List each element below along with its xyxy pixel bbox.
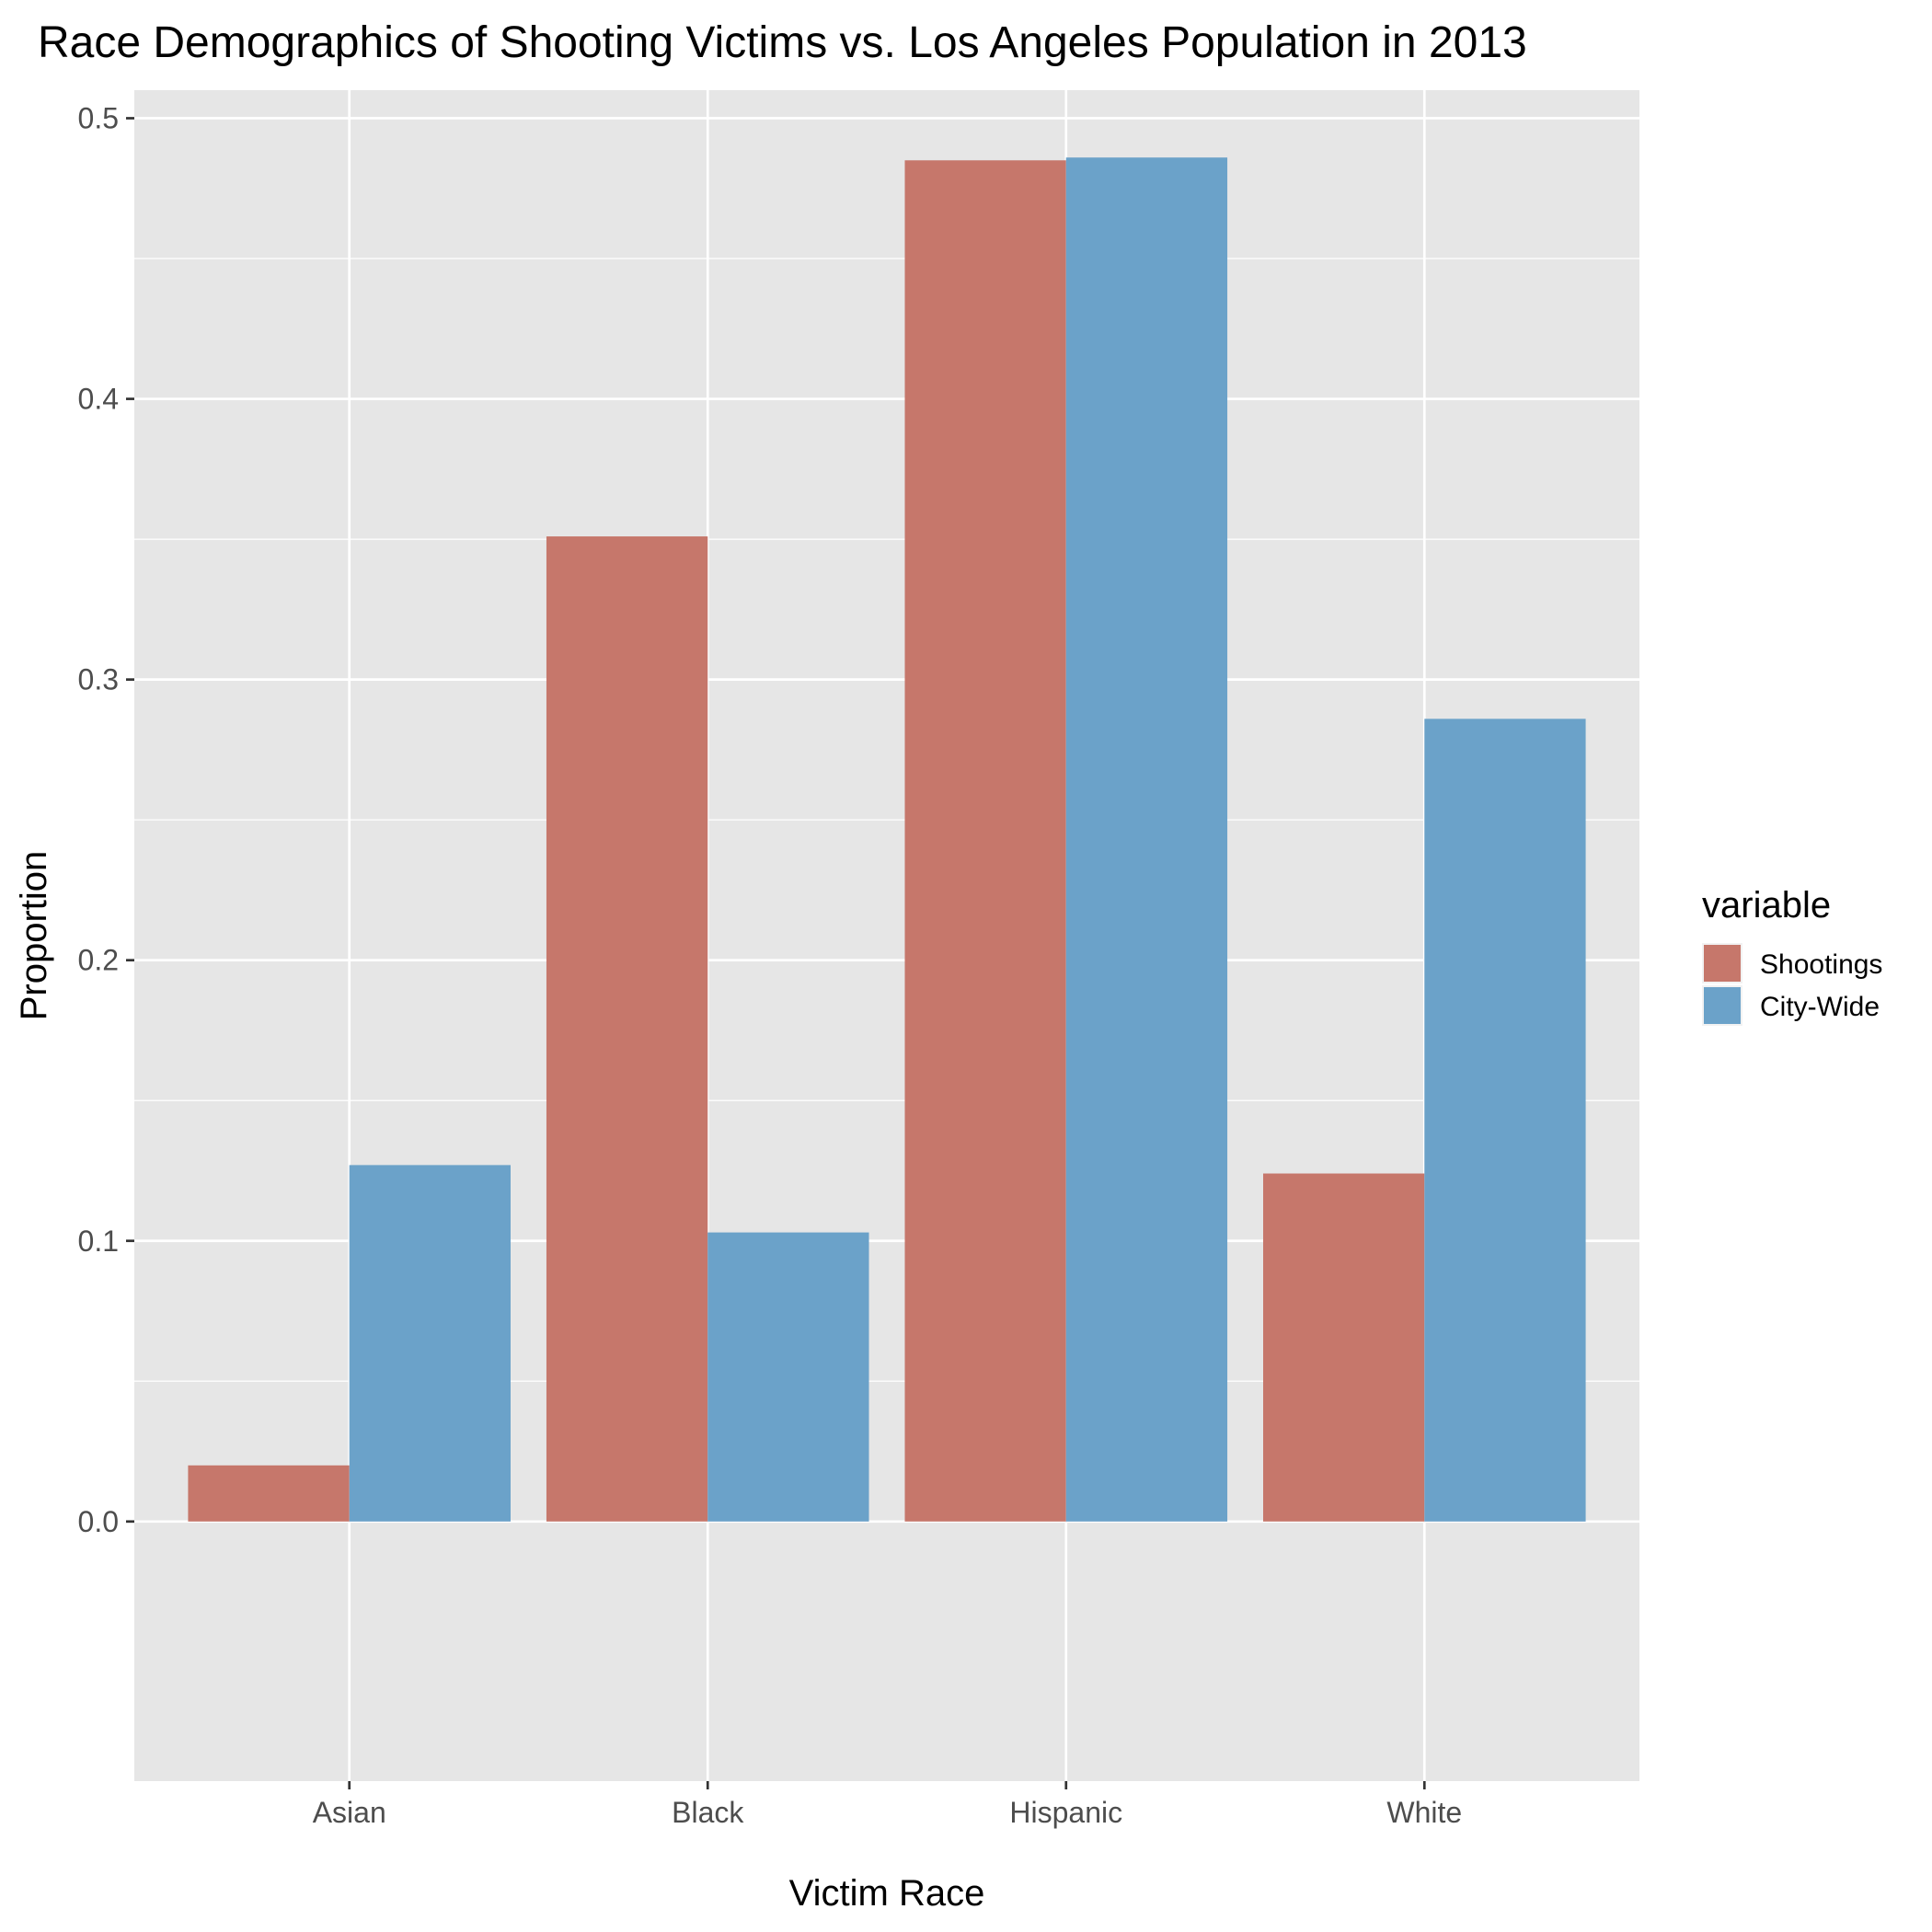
bar-black-shootings (546, 536, 708, 1522)
x-tick-label: Black (672, 1796, 744, 1829)
y-tick-label: 0.0 (78, 1505, 119, 1538)
x-tick-label: Asian (313, 1796, 386, 1829)
bar-white-city-wide (1424, 719, 1586, 1522)
bar-asian-shootings (188, 1465, 350, 1522)
y-tick-label: 0.5 (78, 102, 119, 135)
x-tick-label: Hispanic (1009, 1796, 1122, 1829)
y-axis-title: Proportion (14, 851, 54, 1021)
y-axis: 0.0 0.1 0.2 0.3 0.4 0.5 (78, 102, 134, 1538)
chart-title: Race Demographics of Shooting Victims vs… (38, 18, 1527, 67)
y-tick-label: 0.2 (78, 944, 119, 977)
bar-hispanic-city-wide (1065, 157, 1228, 1522)
bar-hispanic-shootings (904, 160, 1066, 1522)
legend-label: City-Wide (1760, 992, 1880, 1022)
bar-asian-city-wide (349, 1165, 511, 1522)
x-tick-label: White (1386, 1796, 1462, 1829)
y-tick-label: 0.4 (78, 383, 119, 416)
legend-label: Shootings (1760, 949, 1882, 980)
legend-key (1704, 987, 1741, 1024)
plot-panel (134, 90, 1639, 1781)
bar-black-city-wide (707, 1232, 869, 1522)
y-tick-label: 0.3 (78, 663, 119, 696)
x-axis: Asian Black Hispanic White (313, 1781, 1462, 1829)
legend-key (1704, 945, 1741, 982)
bars (188, 157, 1586, 1522)
bar-white-shootings (1263, 1173, 1425, 1522)
y-tick-label: 0.1 (78, 1225, 119, 1258)
x-axis-title: Victim Race (789, 1873, 985, 1914)
legend-title: variable (1702, 885, 1831, 926)
legend: variable Shootings City-Wide (1702, 885, 1882, 1026)
